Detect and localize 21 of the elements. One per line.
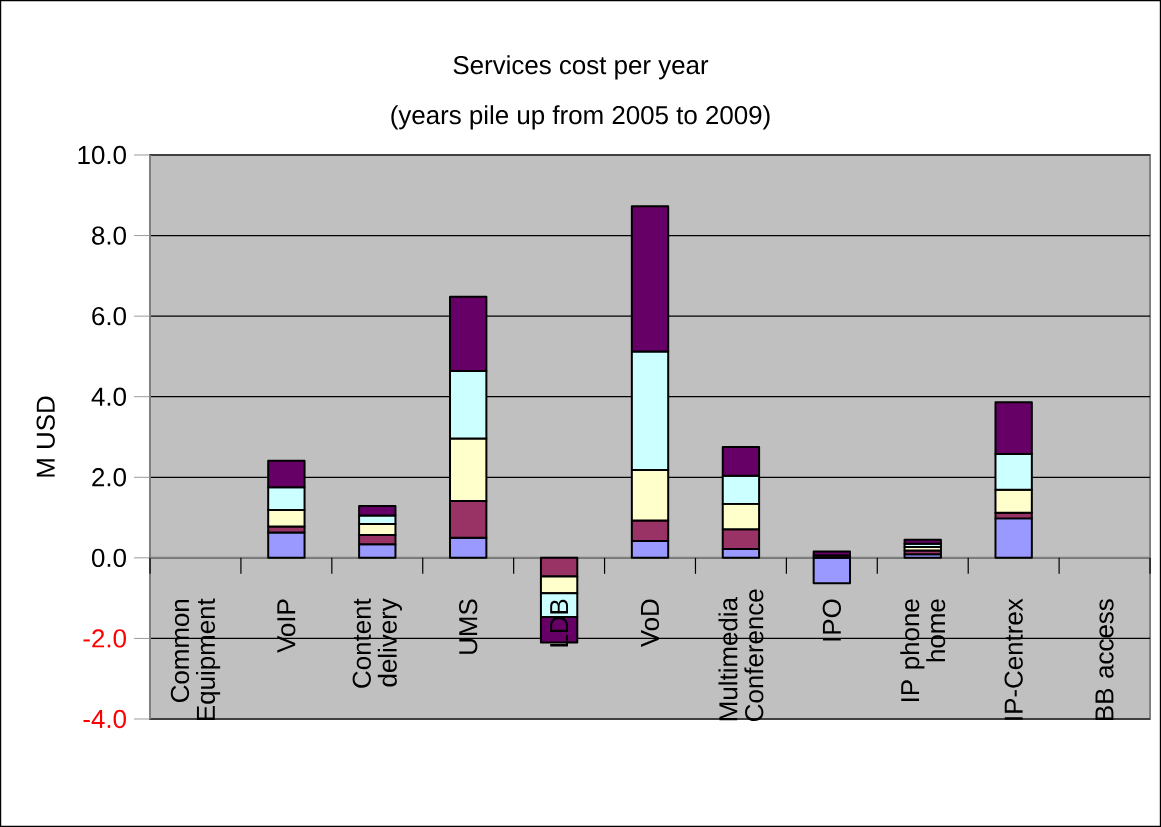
- x-tick-label: BB access: [1095, 599, 1114, 720]
- y-tick-label: 8.0: [92, 226, 126, 245]
- x-tick-label: IP phone home: [900, 599, 946, 701]
- x-tick-label: LDB: [550, 599, 569, 647]
- y-tick-label: -4.0: [83, 709, 126, 729]
- y-tick-label: 10.0: [78, 145, 126, 165]
- x-tick-label: VoD: [640, 599, 660, 648]
- x-tick-label: VoIP: [277, 599, 296, 653]
- y-axis-title: M USD: [36, 396, 55, 477]
- y-tick-label: 6.0: [92, 306, 126, 326]
- y-tick-label: 0.0: [91, 548, 126, 568]
- x-tick-label: Common Equipment: [170, 598, 221, 720]
- x-tick-label: IP-Centrex: [1004, 598, 1023, 720]
- chart-subtitle: (years pile up from 2005 to 2009): [391, 105, 770, 130]
- y-tick-label: -2.0: [83, 629, 126, 648]
- y-tick-label: 4.0: [91, 387, 126, 406]
- x-tick-label: Multimedia Conference: [718, 589, 764, 721]
- y-tick-label: 2.0: [92, 468, 126, 487]
- chart-title: Services cost per year: [453, 55, 709, 80]
- x-tick-label: Content delivery: [352, 598, 402, 688]
- x-tick-label: UMS: [459, 599, 478, 654]
